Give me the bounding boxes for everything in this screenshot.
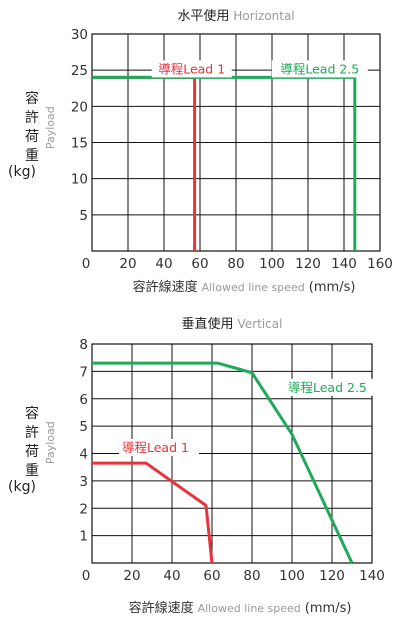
x-tick-label: 140 bbox=[331, 256, 357, 272]
y-tick-label: 5 bbox=[79, 419, 88, 435]
x-tick-label: 160 bbox=[367, 256, 393, 272]
x-axis-label: 容許線速度 Allowed line speed (mm/s) bbox=[129, 600, 352, 616]
chart-horizontal: 水平使用 Horizontal 0 20 40 60 80 100 120 140 160 5 10 15… bbox=[8, 8, 393, 295]
lead1-series-line bbox=[92, 75, 197, 251]
x-tick-label: 100 bbox=[279, 568, 305, 584]
chart-title-zh: 水平使用 bbox=[177, 8, 229, 24]
chart-vertical: 垂直使用 Vertical 0 20 40 60 80 100 120 140 1 2 3 4 5 6 7 8 容許… bbox=[8, 316, 385, 616]
y-tick-label: 4 bbox=[79, 447, 88, 463]
chart-title: 水平使用 Horizontal bbox=[177, 8, 294, 24]
chart-title-en: Vertical bbox=[238, 317, 283, 331]
x-tick-label: 40 bbox=[163, 568, 180, 584]
series-label-bg bbox=[285, 378, 381, 396]
x-tick-label: 80 bbox=[227, 256, 244, 272]
y-tick-label: 8 bbox=[79, 337, 88, 353]
y-tick-label: 6 bbox=[79, 392, 88, 408]
y-tick-label: 10 bbox=[71, 172, 88, 188]
lead25-series-label: 導程Lead 2.5 bbox=[280, 61, 359, 76]
chart-title-en: Horizontal bbox=[233, 9, 294, 23]
x-tick-label: 120 bbox=[319, 568, 345, 584]
y-axis-label-char: 容 bbox=[25, 405, 39, 422]
x-tick-label: 60 bbox=[203, 568, 220, 584]
x-tick-label: 60 bbox=[191, 256, 208, 272]
x-axis-label-zh: 容許線速度 bbox=[129, 600, 194, 616]
y-tick-label: 2 bbox=[79, 501, 88, 517]
y-tick-label: 15 bbox=[71, 136, 88, 152]
lead25-series-line bbox=[92, 361, 354, 564]
x-tick-label: 140 bbox=[359, 568, 385, 584]
y-tick-label: 3 bbox=[79, 474, 88, 490]
y-axis-label-unit: (kg) bbox=[8, 164, 36, 180]
series-label-bg bbox=[271, 60, 368, 78]
lead25-series-line bbox=[92, 75, 357, 251]
x-tick-label: 100 bbox=[259, 256, 285, 272]
y-tick-label: 5 bbox=[79, 208, 88, 224]
series-label-bg bbox=[151, 60, 232, 78]
chart-title-zh: 垂直使用 bbox=[182, 316, 234, 332]
x-axis-label-en: Allowed line speed bbox=[198, 602, 301, 615]
x-tick-label: 40 bbox=[155, 256, 172, 272]
series-label-bg bbox=[119, 439, 199, 457]
chart-title: 垂直使用 Vertical bbox=[182, 316, 283, 332]
x-axis-label: 容許線速度 Allowed line speed (mm/s) bbox=[133, 279, 356, 295]
lead1-series-line bbox=[92, 461, 214, 564]
y-tick-label: 7 bbox=[79, 364, 88, 380]
plot-frame bbox=[91, 33, 381, 252]
y-axis-label-char: 許 bbox=[25, 425, 39, 441]
y-axis-label-char: 荷 bbox=[25, 444, 39, 460]
y-axis-label-char: 荷 bbox=[25, 129, 39, 145]
y-axis-label-en: Payload bbox=[44, 106, 57, 149]
plot-frame bbox=[91, 343, 373, 564]
y-axis-label-char: 重 bbox=[25, 148, 39, 164]
x-tick-label: 0 bbox=[82, 256, 91, 272]
y-tick-label: 30 bbox=[71, 27, 88, 43]
lead1-series-label: 導程Lead 1 bbox=[158, 61, 225, 76]
y-axis-label-char: 重 bbox=[25, 463, 39, 479]
y-axis-label-unit: (kg) bbox=[8, 479, 36, 495]
y-axis-label-char: 容 bbox=[25, 90, 39, 107]
y-axis-label-en: Payload bbox=[44, 421, 57, 464]
x-axis-label-zh: 容許線速度 bbox=[133, 279, 198, 295]
x-tick-label: 120 bbox=[295, 256, 321, 272]
x-axis-label-en: Allowed line speed bbox=[202, 281, 305, 294]
x-axis-label-unit: (mm/s) bbox=[305, 601, 352, 616]
y-tick-label: 25 bbox=[71, 63, 88, 79]
y-axis-label-char: 許 bbox=[25, 110, 39, 126]
lead1-series-label: 導程Lead 1 bbox=[122, 440, 189, 455]
y-tick-label: 1 bbox=[79, 529, 88, 545]
lead25-series-label: 導程Lead 2.5 bbox=[288, 380, 367, 395]
x-tick-label: 20 bbox=[123, 568, 140, 584]
y-tick-label: 20 bbox=[71, 99, 88, 115]
x-axis-label-unit: (mm/s) bbox=[309, 280, 356, 295]
x-tick-label: 0 bbox=[82, 568, 91, 584]
x-tick-label: 80 bbox=[243, 568, 260, 584]
x-tick-label: 20 bbox=[119, 256, 136, 272]
